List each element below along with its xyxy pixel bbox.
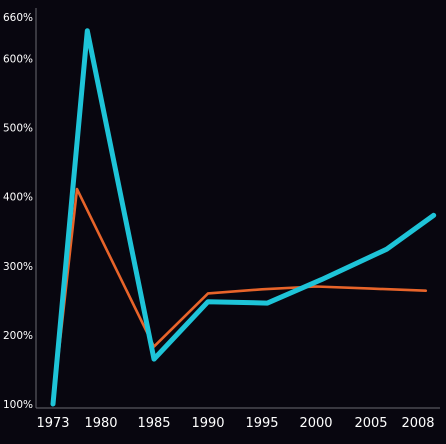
y-tick-label: 660% xyxy=(3,12,33,24)
x-tick-label: 2008 xyxy=(401,416,434,431)
y-tick-label: 600% xyxy=(3,53,33,65)
x-tick-label: 2000 xyxy=(299,416,332,431)
y-tick-label: 100% xyxy=(3,399,33,411)
x-tick-labels: 1973 1980 1985 1990 1995 2000 2005 2008 xyxy=(36,416,434,431)
y-tick-labels: 100% 200% 300% 400% 500% 600% 660% xyxy=(3,12,33,411)
x-tick-label: 1985 xyxy=(137,416,170,431)
x-tick-label: 1980 xyxy=(84,416,117,431)
x-tick-label: 2005 xyxy=(354,416,387,431)
series-line-cyan xyxy=(50,28,437,407)
x-tick-label: 1973 xyxy=(36,416,69,431)
x-tick-label: 1995 xyxy=(245,416,278,431)
series-line-orange xyxy=(51,187,428,406)
y-tick-label: 400% xyxy=(3,192,33,204)
x-tick-label: 1990 xyxy=(191,416,224,431)
y-tick-label: 200% xyxy=(3,330,33,342)
axes xyxy=(35,8,440,409)
y-tick-label: 500% xyxy=(3,123,33,135)
series-lines xyxy=(50,28,437,407)
y-tick-label: 300% xyxy=(3,261,33,273)
